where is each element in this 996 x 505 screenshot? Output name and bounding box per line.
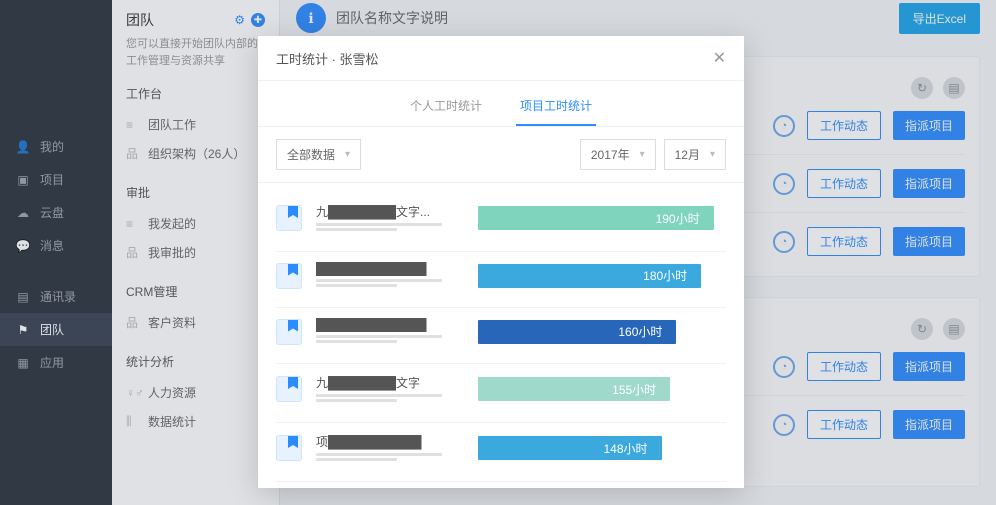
hours-modal: 工时统计 · 张雪松 ✕ 个人工时统计 项目工时统计 全部数据 ▾ 2017年 … (258, 36, 744, 488)
hours-bar: 160小时 (478, 320, 676, 344)
filter-dataset[interactable]: 全部数据 ▾ (276, 139, 361, 170)
project-thumb-icon (276, 263, 302, 289)
hours-bar-track: 155小时 (478, 377, 726, 401)
project-thumb-icon (276, 435, 302, 461)
hours-bar: 155小时 (478, 377, 670, 401)
filter-month[interactable]: 12月 ▾ (664, 139, 726, 170)
project-thumb-icon (276, 319, 302, 345)
project-title: 项███████████ (316, 433, 464, 450)
project-row[interactable]: █████████████ 160小时 (276, 308, 726, 364)
project-row[interactable]: █████████████ 180小时 (276, 252, 726, 308)
hours-bar: 148小时 (478, 436, 662, 460)
project-thumb-icon (276, 376, 302, 402)
hours-bar-track: 160小时 (478, 320, 726, 344)
project-row[interactable]: 项███████████ 148小时 (276, 423, 726, 482)
project-row[interactable]: 九████████文字... 190小时 (276, 193, 726, 252)
project-title: █████████████ (316, 262, 464, 276)
caret-down-icon: ▾ (710, 149, 715, 160)
close-icon[interactable]: ✕ (713, 48, 726, 68)
project-row[interactable]: 九████████文字 155小时 (276, 364, 726, 423)
project-thumb-icon (276, 205, 302, 231)
caret-down-icon: ▾ (640, 149, 645, 160)
hours-bar-track: 190小时 (478, 206, 726, 230)
modal-title: 工时统计 · 张雪松 (276, 49, 379, 68)
hours-bar: 190小时 (478, 206, 714, 230)
tab-project[interactable]: 项目工时统计 (516, 91, 596, 126)
project-title: 九████████文字... (316, 203, 464, 220)
modal-tabs: 个人工时统计 项目工时统计 (258, 81, 744, 127)
caret-down-icon: ▾ (345, 149, 350, 160)
hours-bar-track: 180小时 (478, 264, 726, 288)
project-title: █████████████ (316, 318, 464, 332)
project-row[interactable]: 九████████文字 130小时 (276, 482, 726, 488)
tab-personal[interactable]: 个人工时统计 (406, 91, 486, 126)
filter-year[interactable]: 2017年 ▾ (580, 139, 656, 170)
project-title: 九████████文字 (316, 374, 464, 391)
hours-bar-track: 148小时 (478, 436, 726, 460)
hours-bar: 180小时 (478, 264, 701, 288)
project-hours-list: 九████████文字... 190小时 █████████████ 180小时… (258, 183, 744, 488)
